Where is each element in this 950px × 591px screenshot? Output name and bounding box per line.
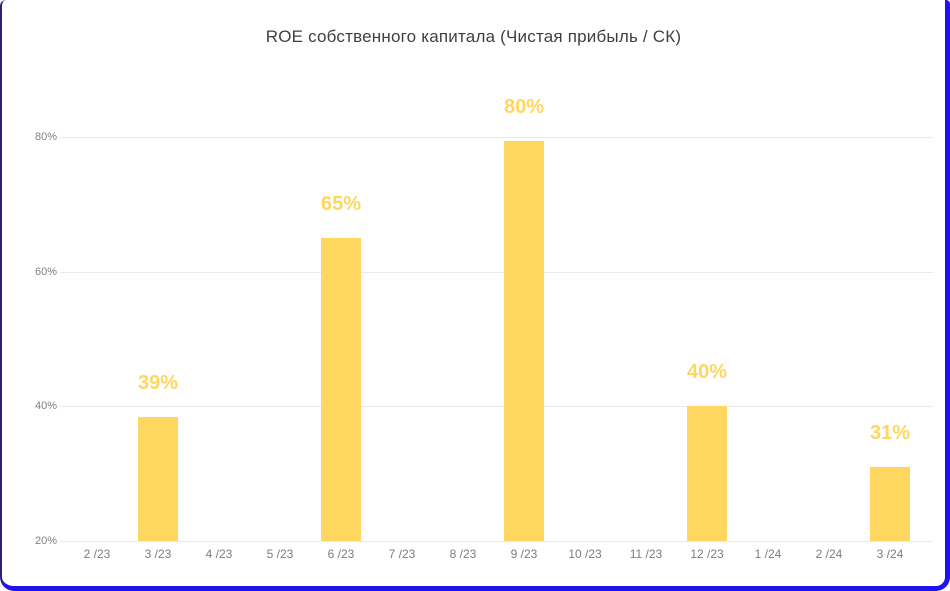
x-axis-tick-label: 4 /23 xyxy=(205,547,233,561)
x-axis-tick-label: 2 /23 xyxy=(83,547,111,561)
x-axis-tick-label: 10 /23 xyxy=(568,547,602,561)
gridline xyxy=(60,406,933,407)
x-axis-tick-label: 6 /23 xyxy=(327,547,355,561)
x-axis-tick-label: 11 /23 xyxy=(629,547,663,561)
bar-6/23[interactable] xyxy=(321,238,361,541)
gridline xyxy=(60,541,933,542)
bar-9/23[interactable] xyxy=(504,141,544,541)
x-axis-tick-label: 3 /23 xyxy=(144,547,172,561)
x-axis-tick-label: 7 /23 xyxy=(388,547,416,561)
bar-12/23[interactable] xyxy=(687,406,727,541)
bar-value-label: 65% xyxy=(320,193,362,215)
gridline xyxy=(60,272,933,273)
y-axis-tick-label: 60% xyxy=(34,266,57,278)
bar-3/24[interactable] xyxy=(870,467,910,541)
chart-title: ROE собственного капитала (Чистая прибыл… xyxy=(265,27,682,46)
gridline xyxy=(60,137,933,138)
bar-value-label: 31% xyxy=(869,422,911,444)
y-axis-tick-label: 40% xyxy=(34,400,57,412)
x-axis-tick-label: 9 /23 xyxy=(510,547,538,561)
x-axis-tick-label: 5 /23 xyxy=(266,547,294,561)
x-axis-tick-label: 1 /24 xyxy=(754,547,782,561)
bar-value-label: 40% xyxy=(686,361,728,383)
x-axis-tick-label: 2 /24 xyxy=(815,547,843,561)
bar-value-label: 80% xyxy=(503,96,545,118)
x-axis-tick-label: 8 /23 xyxy=(449,547,477,561)
x-axis-tick-label: 12 /23 xyxy=(690,547,724,561)
y-axis-tick-label: 20% xyxy=(34,535,57,547)
bar-3/23[interactable] xyxy=(138,417,178,541)
x-axis-tick-label: 3 /24 xyxy=(876,547,904,561)
bar-value-label: 39% xyxy=(137,372,179,394)
y-axis-tick-label: 80% xyxy=(34,131,57,143)
